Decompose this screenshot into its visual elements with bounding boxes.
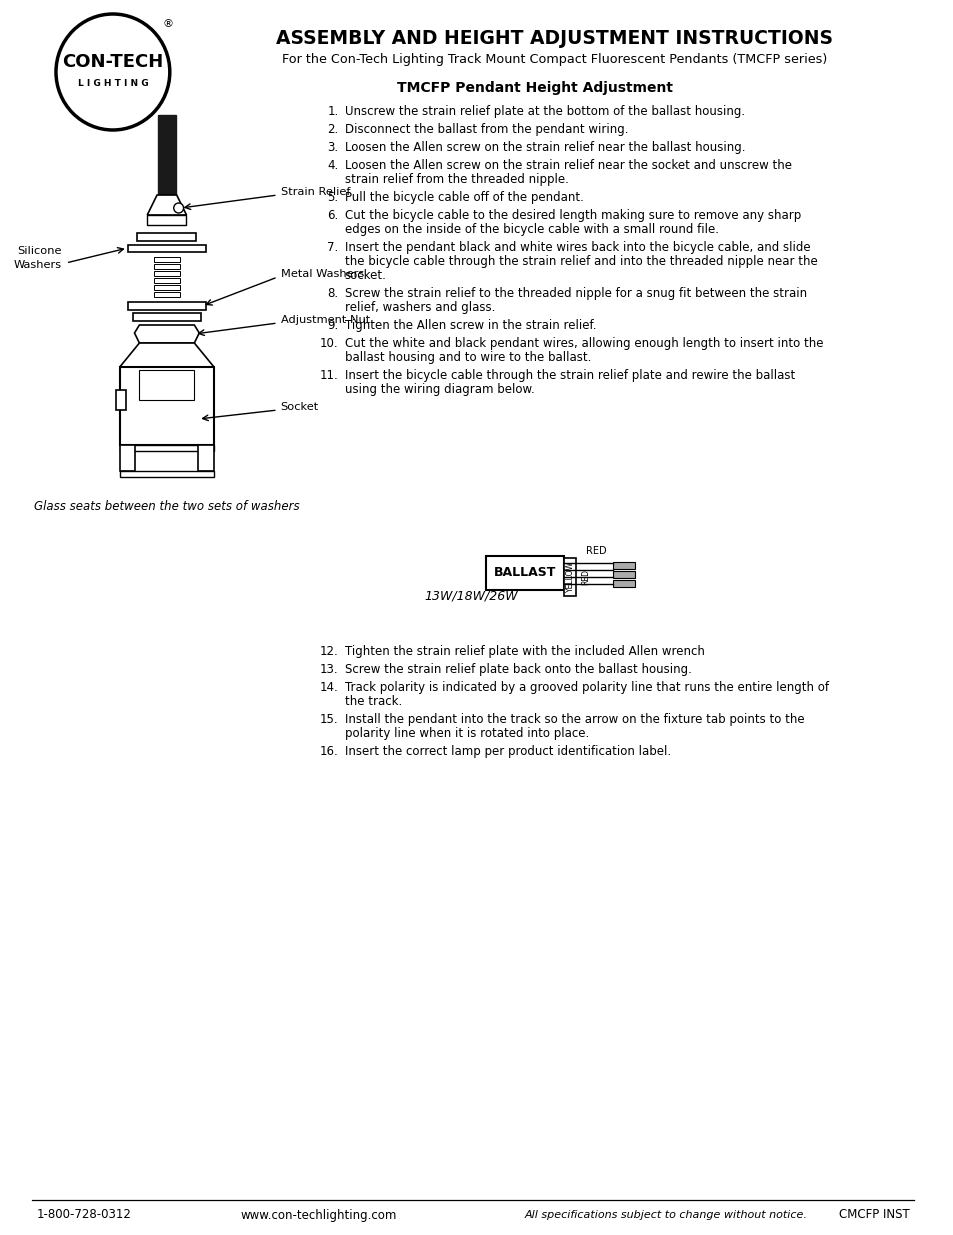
- Bar: [485, 556, 564, 590]
- Bar: [158, 115, 175, 195]
- Polygon shape: [147, 215, 186, 225]
- Text: CON-TECH: CON-TECH: [62, 53, 163, 70]
- Text: 10.: 10.: [319, 337, 338, 350]
- Text: Pull the bicycle cable off of the pendant.: Pull the bicycle cable off of the pendan…: [344, 191, 583, 204]
- Text: Disconnect the ballast from the pendant wiring.: Disconnect the ballast from the pendant …: [344, 124, 627, 136]
- Text: 3.: 3.: [327, 141, 338, 154]
- Text: RED: RED: [586, 546, 606, 556]
- Text: Cut the bicycle cable to the desired length making sure to remove any sharp: Cut the bicycle cable to the desired len…: [344, 209, 800, 222]
- Polygon shape: [137, 233, 196, 241]
- Text: BALLAST: BALLAST: [494, 567, 556, 579]
- Text: Loosen the Allen screw on the strain relief near the ballast housing.: Loosen the Allen screw on the strain rel…: [344, 141, 744, 154]
- Text: 4.: 4.: [327, 159, 338, 172]
- Bar: [198, 445, 213, 471]
- Polygon shape: [134, 325, 199, 343]
- Text: Socket: Socket: [280, 403, 318, 412]
- Text: RED: RED: [580, 569, 590, 585]
- Text: edges on the inside of the bicycle cable with a small round file.: edges on the inside of the bicycle cable…: [344, 224, 718, 236]
- Text: Strain Relief: Strain Relief: [280, 186, 350, 198]
- Text: 14.: 14.: [319, 680, 338, 694]
- Polygon shape: [154, 285, 179, 290]
- Text: 5.: 5.: [327, 191, 338, 204]
- Text: Adjustment Nut: Adjustment Nut: [280, 315, 370, 325]
- Polygon shape: [154, 270, 179, 275]
- Text: 2.: 2.: [327, 124, 338, 136]
- Polygon shape: [128, 245, 206, 252]
- Polygon shape: [128, 303, 206, 310]
- Bar: [613, 562, 635, 569]
- Text: ASSEMBLY AND HEIGHT ADJUSTMENT INSTRUCTIONS: ASSEMBLY AND HEIGHT ADJUSTMENT INSTRUCTI…: [275, 28, 832, 47]
- Text: Unscrew the strain relief plate at the bottom of the ballast housing.: Unscrew the strain relief plate at the b…: [344, 105, 744, 119]
- Text: 16.: 16.: [319, 745, 338, 758]
- Text: Washers: Washers: [13, 261, 62, 270]
- Polygon shape: [154, 291, 179, 296]
- Text: CMCFP INST: CMCFP INST: [839, 1209, 909, 1221]
- Text: strain relief from the threaded nipple.: strain relief from the threaded nipple.: [344, 173, 568, 186]
- Polygon shape: [154, 278, 179, 283]
- Text: 12.: 12.: [319, 645, 338, 658]
- Text: Install the pendant into the track so the arrow on the fixture tab points to the: Install the pendant into the track so th…: [344, 713, 803, 726]
- Text: Tighten the strain relief plate with the included Allen wrench: Tighten the strain relief plate with the…: [344, 645, 703, 658]
- Text: Insert the correct lamp per product identification label.: Insert the correct lamp per product iden…: [344, 745, 670, 758]
- Text: 9.: 9.: [327, 319, 338, 332]
- Text: 15.: 15.: [319, 713, 338, 726]
- Text: Track polarity is indicated by a grooved polarity line that runs the entire leng: Track polarity is indicated by a grooved…: [344, 680, 827, 694]
- Polygon shape: [120, 445, 213, 451]
- Text: ®: ®: [162, 19, 173, 28]
- Text: All specifications subject to change without notice.: All specifications subject to change wit…: [524, 1210, 807, 1220]
- Text: polarity line when it is rotated into place.: polarity line when it is rotated into pl…: [344, 727, 588, 740]
- Text: Loosen the Allen screw on the strain relief near the socket and unscrew the: Loosen the Allen screw on the strain rel…: [344, 159, 791, 172]
- Text: Screw the strain relief to the threaded nipple for a snug fit between the strain: Screw the strain relief to the threaded …: [344, 287, 806, 300]
- Bar: [120, 445, 135, 471]
- Text: Cut the white and black pendant wires, allowing enough length to insert into the: Cut the white and black pendant wires, a…: [344, 337, 822, 350]
- Polygon shape: [147, 195, 186, 215]
- Bar: [613, 580, 635, 587]
- Bar: [120, 367, 213, 445]
- Text: Silicone: Silicone: [17, 246, 62, 256]
- Text: the track.: the track.: [344, 695, 401, 708]
- Text: 13W/18W/26W: 13W/18W/26W: [424, 589, 517, 603]
- Text: Screw the strain relief plate back onto the ballast housing.: Screw the strain relief plate back onto …: [344, 663, 691, 676]
- Polygon shape: [154, 257, 179, 262]
- Text: 6.: 6.: [327, 209, 338, 222]
- Bar: [613, 571, 635, 578]
- Polygon shape: [120, 471, 213, 477]
- Bar: [115, 390, 126, 410]
- Text: the bicycle cable through the strain relief and into the threaded nipple near th: the bicycle cable through the strain rel…: [344, 254, 817, 268]
- Text: relief, washers and glass.: relief, washers and glass.: [344, 301, 495, 314]
- Text: 1-800-728-0312: 1-800-728-0312: [36, 1209, 132, 1221]
- Text: L I G H T I N G: L I G H T I N G: [77, 79, 148, 89]
- Bar: [139, 370, 194, 400]
- Text: www.con-techlighting.com: www.con-techlighting.com: [240, 1209, 396, 1221]
- Text: 1.: 1.: [327, 105, 338, 119]
- Text: For the Con-Tech Lighting Track Mount Compact Fluorescent Pendants (TMCFP series: For the Con-Tech Lighting Track Mount Co…: [281, 53, 826, 67]
- Text: TMCFP Pendant Height Adjustment: TMCFP Pendant Height Adjustment: [396, 82, 672, 95]
- Text: 7.: 7.: [327, 241, 338, 254]
- Text: 11.: 11.: [319, 369, 338, 382]
- Text: Glass seats between the two sets of washers: Glass seats between the two sets of wash…: [34, 500, 299, 513]
- Polygon shape: [120, 343, 213, 367]
- Text: Insert the bicycle cable through the strain relief plate and rewire the ballast: Insert the bicycle cable through the str…: [344, 369, 794, 382]
- Text: YELLOW: YELLOW: [565, 562, 574, 593]
- Text: socket.: socket.: [344, 269, 386, 282]
- Text: Insert the pendant black and white wires back into the bicycle cable, and slide: Insert the pendant black and white wires…: [344, 241, 809, 254]
- Circle shape: [173, 203, 183, 212]
- Polygon shape: [154, 264, 179, 269]
- Text: ballast housing and to wire to the ballast.: ballast housing and to wire to the balla…: [344, 351, 590, 364]
- Text: using the wiring diagram below.: using the wiring diagram below.: [344, 383, 534, 396]
- Text: Metal Washers: Metal Washers: [280, 269, 364, 279]
- Text: 8.: 8.: [327, 287, 338, 300]
- Polygon shape: [132, 312, 201, 321]
- Text: 13.: 13.: [319, 663, 338, 676]
- Bar: [564, 558, 576, 597]
- Text: Tighten the Allen screw in the strain relief.: Tighten the Allen screw in the strain re…: [344, 319, 596, 332]
